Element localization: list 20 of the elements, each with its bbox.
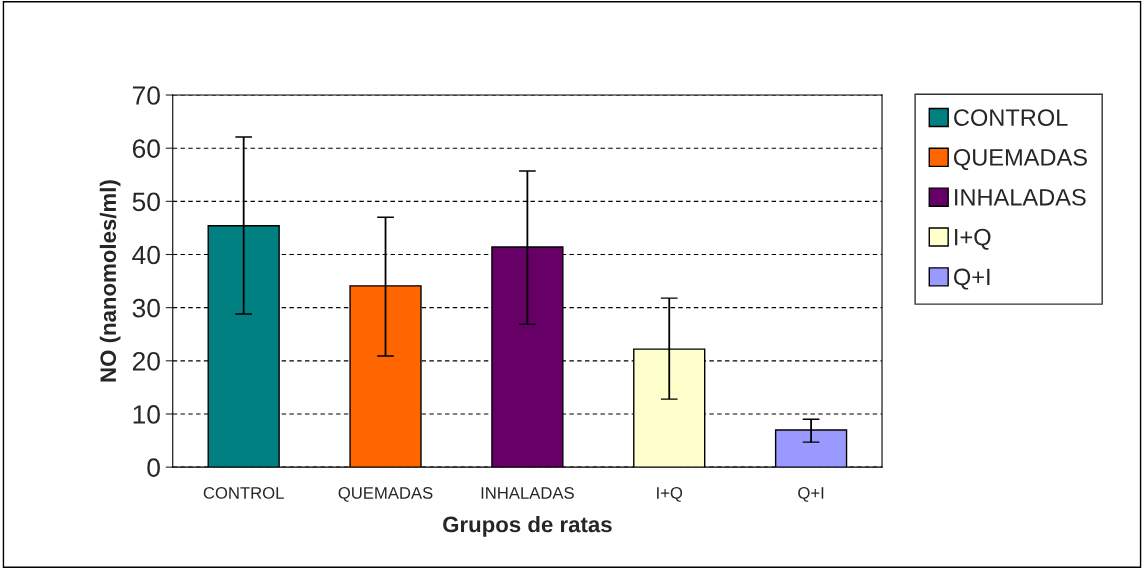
legend-label: INHALADAS [955,188,1086,206]
y-tick-label: 0 [147,458,160,477]
y-tick-label: 20 [132,351,160,371]
y-tick-label: 30 [132,298,160,318]
x-axis-title: Grupos de ratas [443,516,612,537]
y-tick-label: 10 [133,405,160,424]
x-tick-label: QUEMADAS [338,487,433,502]
legend-label: I+Q [955,228,991,250]
y-tick-label: 60 [132,139,160,159]
y-tick-label: 70 [132,86,160,105]
y-axis-title: NO (nanomoles/ml) [99,180,121,382]
y-tick-label: 50 [132,192,160,212]
legend-label: QUEMADAS [954,149,1087,170]
x-tick-label: I+Q [657,487,683,502]
y-tick-label: 40 [132,245,160,265]
legend-label: CONTROL [954,109,1068,126]
x-tick-label: INHALADAS [481,487,574,499]
legend-label: Q+I [954,268,990,290]
x-tick-label: CONTROL [203,487,284,499]
x-tick-label: Q+I [798,487,824,502]
